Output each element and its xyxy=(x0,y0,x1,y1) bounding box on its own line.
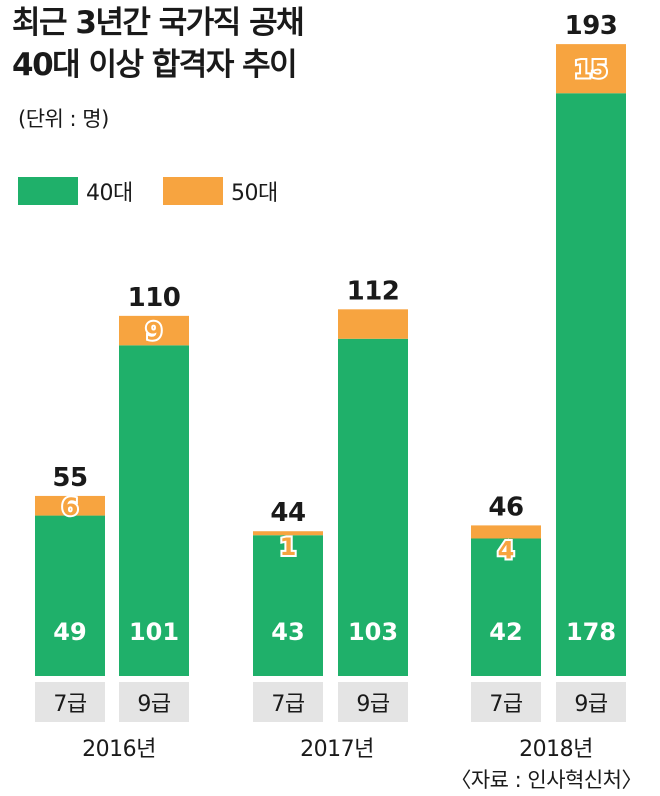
data-label-40s: 103 xyxy=(348,618,398,646)
bar-segment-50s xyxy=(471,525,541,539)
data-label-total: 46 xyxy=(488,492,523,522)
x-axis-category-label: 9급 xyxy=(574,692,607,717)
bar-segment-40s xyxy=(471,538,541,676)
data-label-total: 44 xyxy=(270,498,305,528)
x-axis-group-label: 2017년 xyxy=(300,737,374,762)
bar-segment-50s xyxy=(253,531,323,536)
data-label-50s: 9 xyxy=(146,318,163,346)
bar-segment-50s xyxy=(338,309,408,339)
data-label-40s: 43 xyxy=(271,618,304,646)
source-note: 〈자료 : 인사혁신처〉 xyxy=(450,768,642,792)
x-axis-category-band xyxy=(35,682,105,722)
data-label-total: 110 xyxy=(128,283,181,313)
bar-segment-40s xyxy=(338,338,408,676)
data-label-50s: 6 xyxy=(62,493,79,521)
x-axis-group-label: 2018년 xyxy=(519,737,593,762)
bar-segment-40s xyxy=(253,535,323,676)
x-axis-category-band xyxy=(556,682,626,722)
x-axis-category-band xyxy=(253,682,323,722)
bar-segment-40s xyxy=(35,515,105,676)
x-axis-category-label: 7급 xyxy=(489,692,522,717)
x-axis-category-label: 9급 xyxy=(137,692,170,717)
x-axis-category-label: 7급 xyxy=(53,692,86,717)
legend-swatch-40s xyxy=(18,177,78,205)
x-axis-category-label: 9급 xyxy=(356,692,389,717)
data-label-40s: 49 xyxy=(53,618,86,646)
unit-label: (단위 : 명) xyxy=(18,107,109,131)
data-label-50s: 4 xyxy=(498,536,515,564)
data-label-total: 193 xyxy=(565,11,618,41)
data-label-40s: 42 xyxy=(489,618,522,646)
x-axis-category-band xyxy=(471,682,541,722)
legend-item-40s: 40대 xyxy=(18,175,133,207)
data-label-50s: 1 xyxy=(280,533,297,561)
data-label-total: 55 xyxy=(52,463,87,493)
data-label-40s: 101 xyxy=(129,618,179,646)
legend-label-40s: 40대 xyxy=(86,181,133,206)
data-label-50s: 15 xyxy=(574,56,607,84)
bar-segment-50s xyxy=(35,495,105,516)
data-label-40s: 178 xyxy=(566,618,616,646)
chart-title-line1: 최근 3년간 국가직 공채 xyxy=(12,5,305,41)
legend-item-50s: 50대 xyxy=(163,175,278,207)
x-axis-category-band xyxy=(119,682,189,722)
x-axis-category-label: 7급 xyxy=(271,692,304,717)
legend-label-50s: 50대 xyxy=(231,181,278,206)
bar-segment-40s xyxy=(119,345,189,676)
x-axis-category-band xyxy=(338,682,408,722)
bar-segment-40s xyxy=(556,93,626,676)
bar-segment-50s xyxy=(119,315,189,346)
x-axis-group-label: 2016년 xyxy=(82,737,156,762)
bar-segment-50s xyxy=(556,44,626,94)
chart-title-line2: 40대 이상 합격자 추이 xyxy=(12,47,298,83)
legend-swatch-50s xyxy=(163,177,223,205)
data-label-total: 112 xyxy=(347,276,400,306)
